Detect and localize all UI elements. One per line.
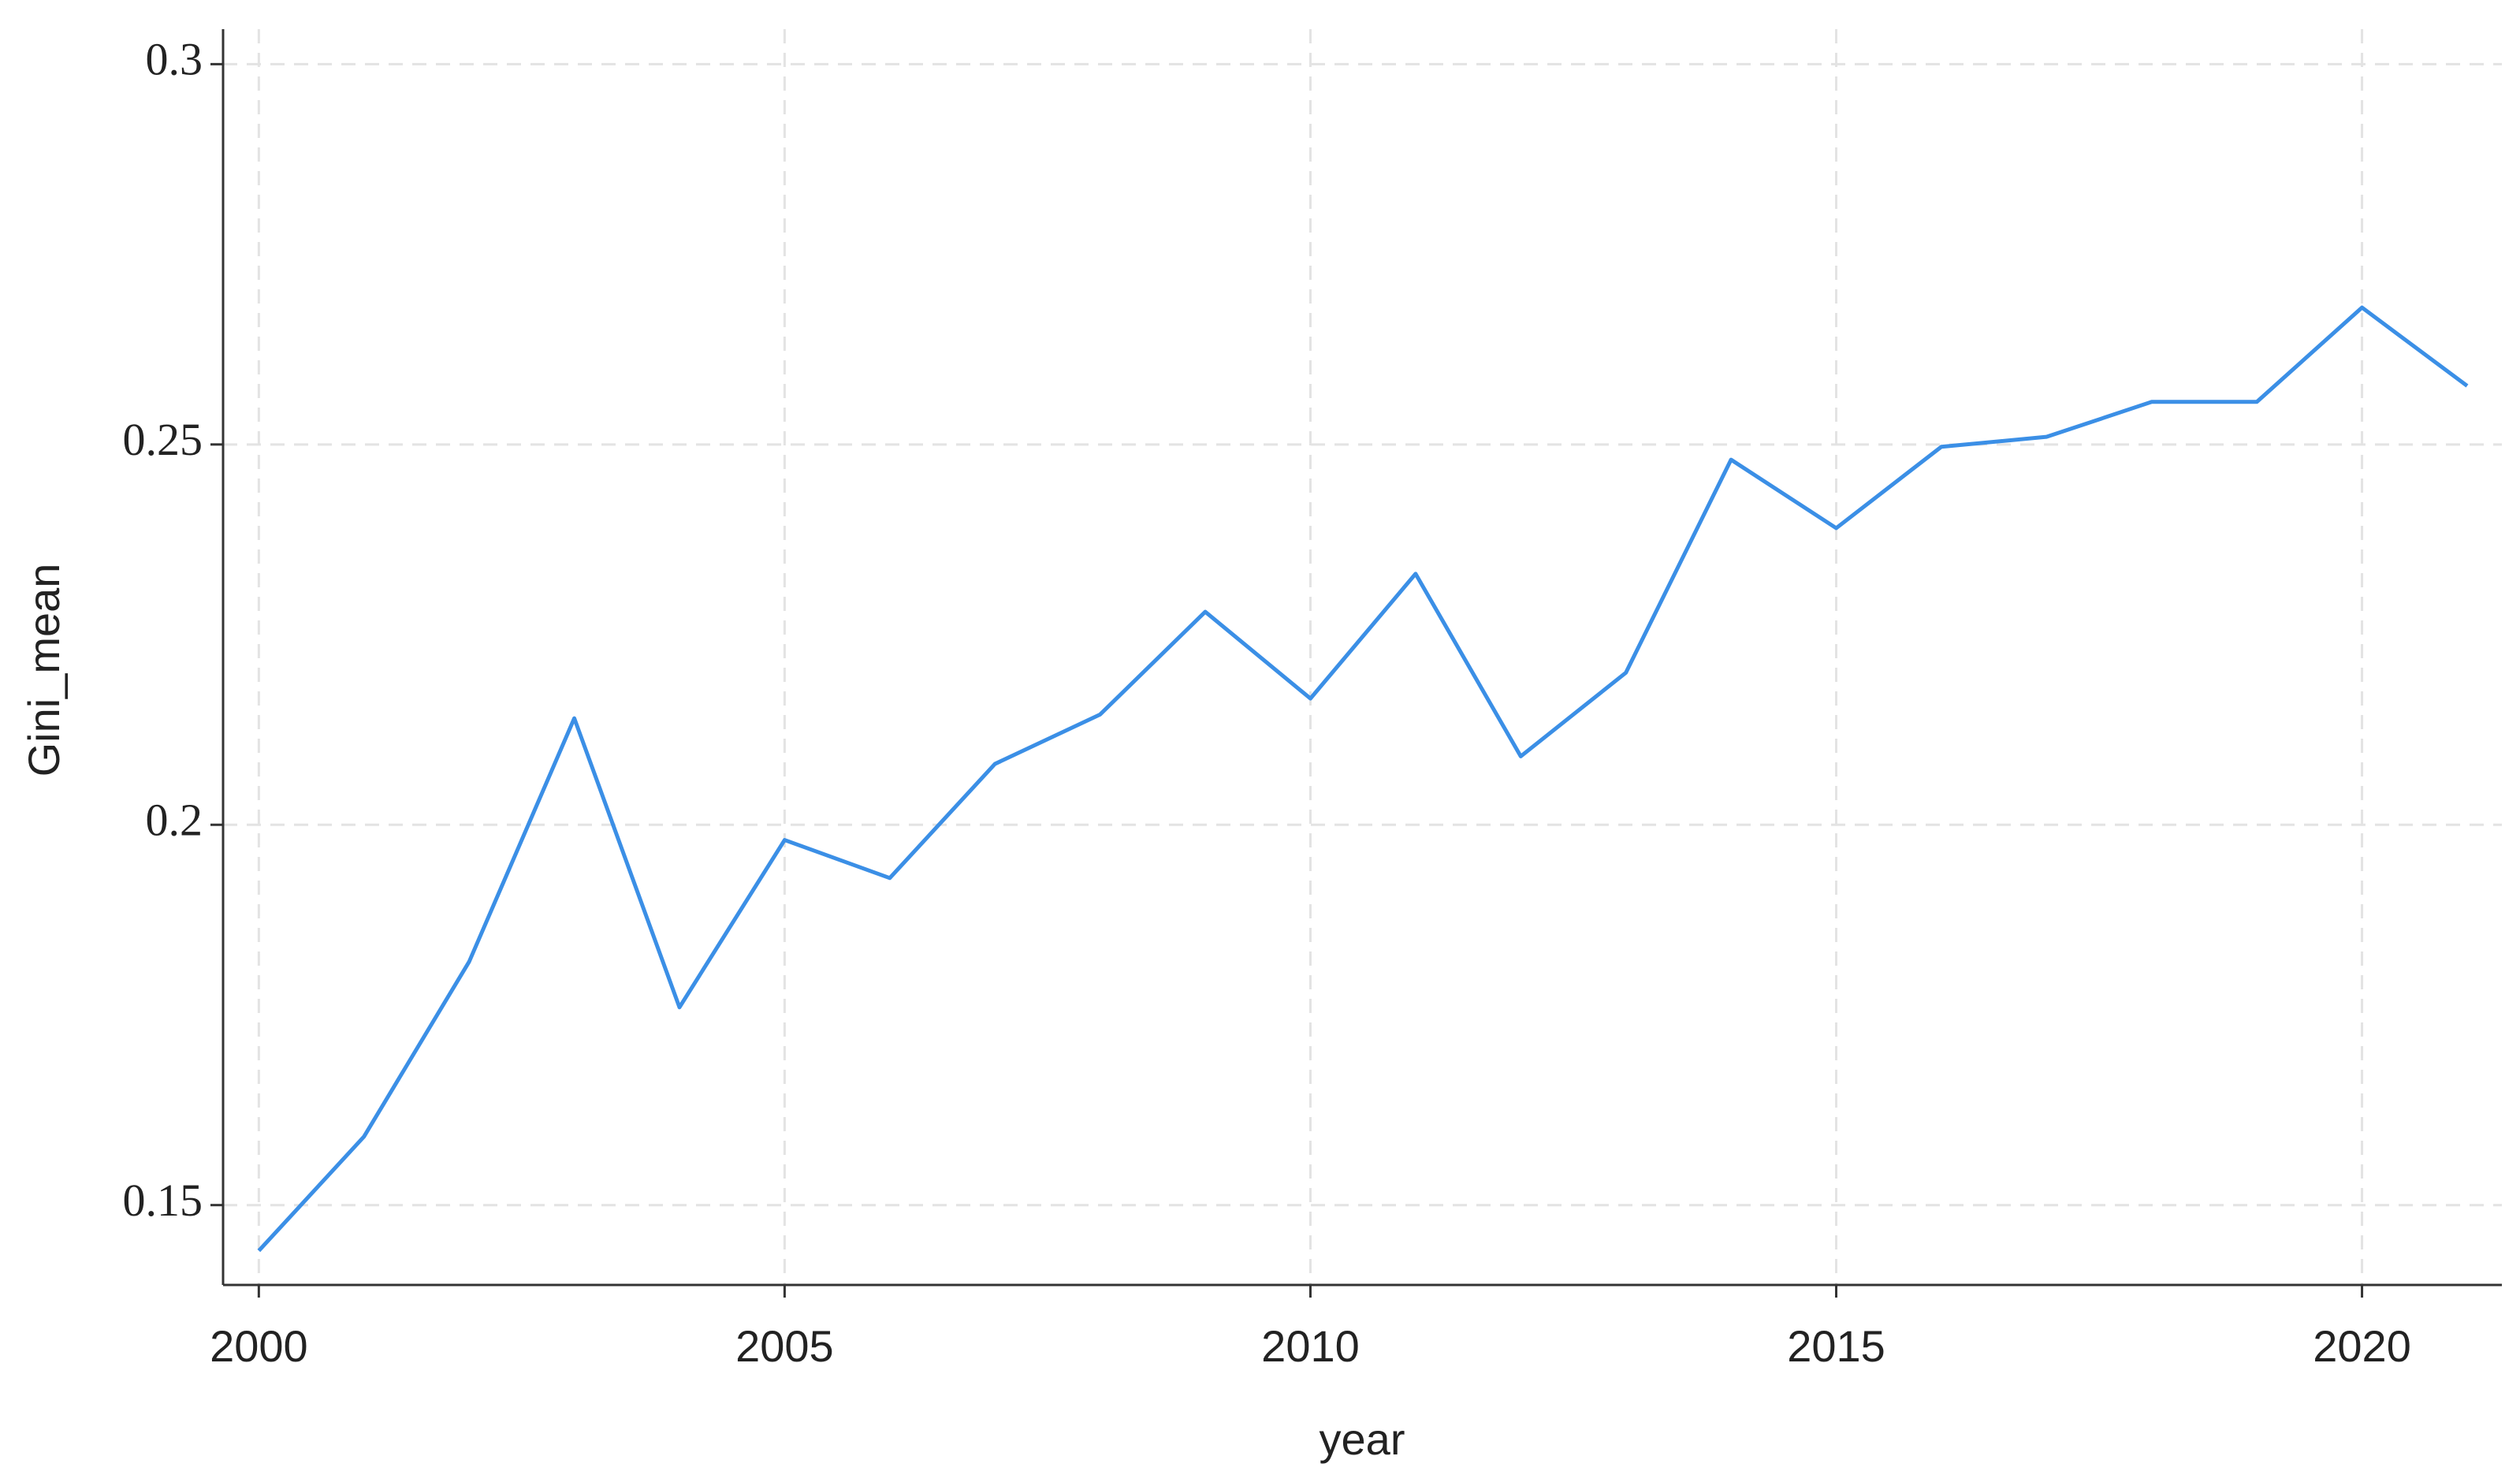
data-line — [257, 305, 2469, 1253]
y-tick-label: 0.15 — [123, 1175, 203, 1226]
x-tick-label: 2010 — [1261, 1321, 1360, 1371]
y-tick-label: 0.2 — [146, 795, 203, 846]
x-axis-title: year — [1320, 1414, 1405, 1464]
y-tick-label: 0.3 — [146, 34, 203, 85]
x-tick-label: 2020 — [2313, 1321, 2411, 1371]
y-axis-title: Gini_mean — [19, 564, 69, 777]
y-tick-label: 0.25 — [123, 414, 203, 465]
x-tick-label: 2015 — [1787, 1321, 1885, 1371]
x-tick-label: 2005 — [735, 1321, 834, 1371]
x-tick-label: 2000 — [210, 1321, 308, 1371]
